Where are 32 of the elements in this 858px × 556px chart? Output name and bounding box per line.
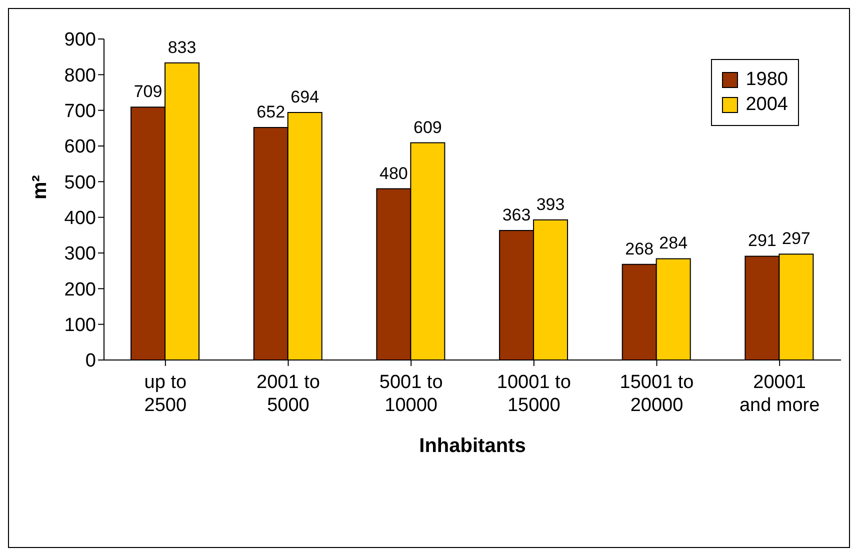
y-tick-label: 100 — [64, 315, 96, 336]
x-axis-title: Inhabitants — [419, 435, 526, 457]
x-tick-label: 5001 to 10000 — [379, 372, 443, 416]
x-tick-label: 20001 and more — [739, 372, 820, 416]
y-axis-title: m² — [29, 174, 52, 200]
data-label: 833 — [168, 38, 196, 57]
y-tick-label: 500 — [64, 172, 96, 194]
data-label: 284 — [659, 234, 688, 253]
data-label: 609 — [414, 118, 442, 137]
data-label: 291 — [748, 231, 776, 250]
data-label: 709 — [134, 82, 162, 102]
data-label: 363 — [502, 206, 531, 225]
legend-label: 1980 — [746, 69, 788, 91]
data-label: 694 — [290, 87, 320, 106]
y-tick-label: 800 — [64, 65, 96, 86]
data-label: 297 — [782, 229, 810, 248]
data-label: 268 — [625, 239, 654, 258]
data-label: 652 — [256, 102, 286, 122]
x-tick-label: 10001 to 15000 — [496, 372, 571, 416]
x-tick-label: up to 2500 — [144, 372, 187, 416]
data-label: 480 — [380, 164, 408, 183]
x-tick-label: 15001 to 20000 — [620, 372, 694, 416]
y-tick-label: 900 — [64, 30, 96, 51]
y-tick-label: 400 — [64, 208, 96, 230]
x-tick-label: 2001 to 5000 — [256, 372, 320, 416]
y-tick-label: 200 — [64, 279, 96, 300]
y-tick-label: 700 — [64, 101, 96, 122]
y-tick-label: 600 — [64, 136, 96, 158]
data-label: 393 — [536, 194, 565, 214]
y-tick-label: 300 — [64, 244, 96, 265]
legend-label: 2004 — [746, 94, 788, 116]
y-tick-label: 0 — [85, 350, 96, 372]
